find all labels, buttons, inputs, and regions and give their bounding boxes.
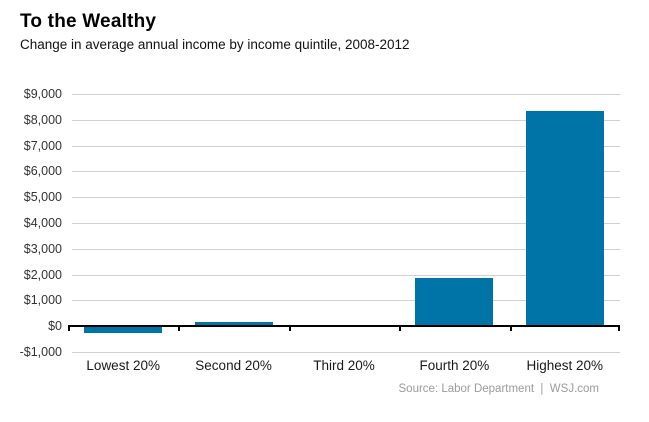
x-tick-label: Fourth 20% — [419, 358, 490, 373]
y-tick-label: $4,000 — [23, 216, 62, 230]
bar — [525, 110, 604, 327]
y-tick-label: $1,000 — [23, 293, 62, 308]
bar — [194, 322, 273, 327]
y-tick-label: $2,000 — [23, 267, 62, 282]
y-gridline — [72, 197, 620, 199]
y-tick-label: $5,000 — [23, 190, 62, 205]
zero-axis-line — [68, 325, 620, 328]
y-gridline — [72, 300, 620, 302]
y-tick-label: $7,000 — [23, 138, 62, 153]
axis-tick — [618, 327, 620, 332]
axis-tick — [509, 327, 512, 332]
source-credit: Source: Labor Department | WSJ.com — [398, 383, 599, 395]
y-tick-label: $9,000 — [23, 87, 62, 101]
y-axis-labels: $9,000 $8,000 $7,000 $6,000 $5,000 $4,000 $3,0… — [0, 87, 62, 359]
y-gridline — [72, 145, 620, 147]
x-tick-label: Lowest 20% — [86, 358, 160, 373]
axis-tick — [399, 327, 402, 332]
y-gridline — [72, 248, 620, 250]
chart-subtitle: Change in average annual income by incom… — [20, 37, 410, 52]
y-gridline — [72, 94, 620, 95]
axis-tick — [178, 327, 181, 332]
y-gridline — [72, 352, 620, 353]
y-tick-label: $0 — [48, 319, 62, 334]
y-gridline — [72, 119, 620, 121]
y-tick-label: -$1,000 — [19, 345, 62, 359]
y-gridline — [72, 171, 620, 173]
axis-tick — [68, 327, 70, 332]
x-tick-label: Third 20% — [313, 358, 375, 373]
plot-area: Lowest 20% Second 20% Third 20% Fourth 20% H… — [68, 94, 620, 373]
bar — [415, 278, 494, 327]
y-tick-label: $6,000 — [23, 164, 62, 179]
y-tick-label: $8,000 — [23, 112, 62, 127]
x-tick-label: Highest 20% — [526, 358, 604, 373]
y-gridline — [72, 223, 620, 224]
y-gridline — [72, 274, 620, 276]
y-tick-label: $3,000 — [23, 241, 62, 256]
x-tick-label: Second 20% — [195, 358, 272, 373]
axis-tick — [288, 327, 291, 332]
bar — [84, 326, 163, 333]
chart-title: To the Wealthy — [20, 11, 157, 32]
